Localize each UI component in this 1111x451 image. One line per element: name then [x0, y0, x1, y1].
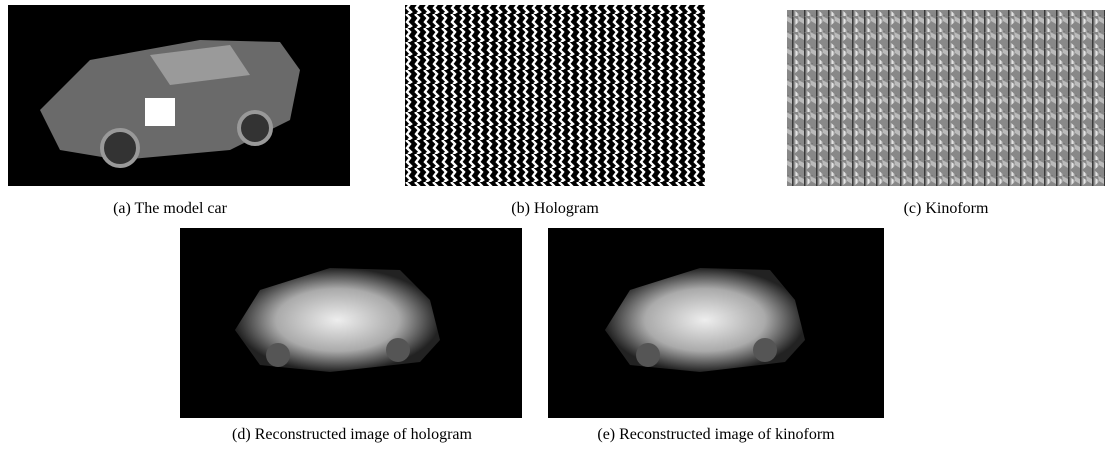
- panel-c: (c) Kinoform: [787, 10, 1105, 217]
- car-number-plate: [145, 98, 175, 126]
- car-wheel: [636, 343, 660, 367]
- caption: (c) Kinoform: [904, 200, 989, 217]
- car-wheel: [266, 343, 290, 367]
- page: (a) The model car (b) Hologram (c) Kinof…: [0, 0, 1111, 451]
- caption: (e) Reconstructed image of kinoform: [597, 426, 835, 443]
- caption: (b) Hologram: [511, 200, 599, 217]
- figure: (a) The model car (b) Hologram (c) Kinof…: [0, 0, 1111, 446]
- hologram-image: [405, 5, 705, 186]
- panel-e: (e) Reconstructed image of kinoform: [548, 228, 884, 443]
- caption: (d) Reconstructed image of hologram: [232, 426, 472, 443]
- car-wheel: [239, 112, 271, 144]
- kinoform-image: [787, 10, 1105, 186]
- caption: (a) The model car: [113, 200, 228, 217]
- car-wheel: [102, 130, 138, 166]
- panel-d: (d) Reconstructed image of hologram: [180, 228, 522, 443]
- car-wheel: [386, 338, 410, 362]
- car-wheel: [753, 338, 777, 362]
- panel-b: (b) Hologram: [405, 5, 705, 217]
- panel-a: (a) The model car: [8, 5, 350, 217]
